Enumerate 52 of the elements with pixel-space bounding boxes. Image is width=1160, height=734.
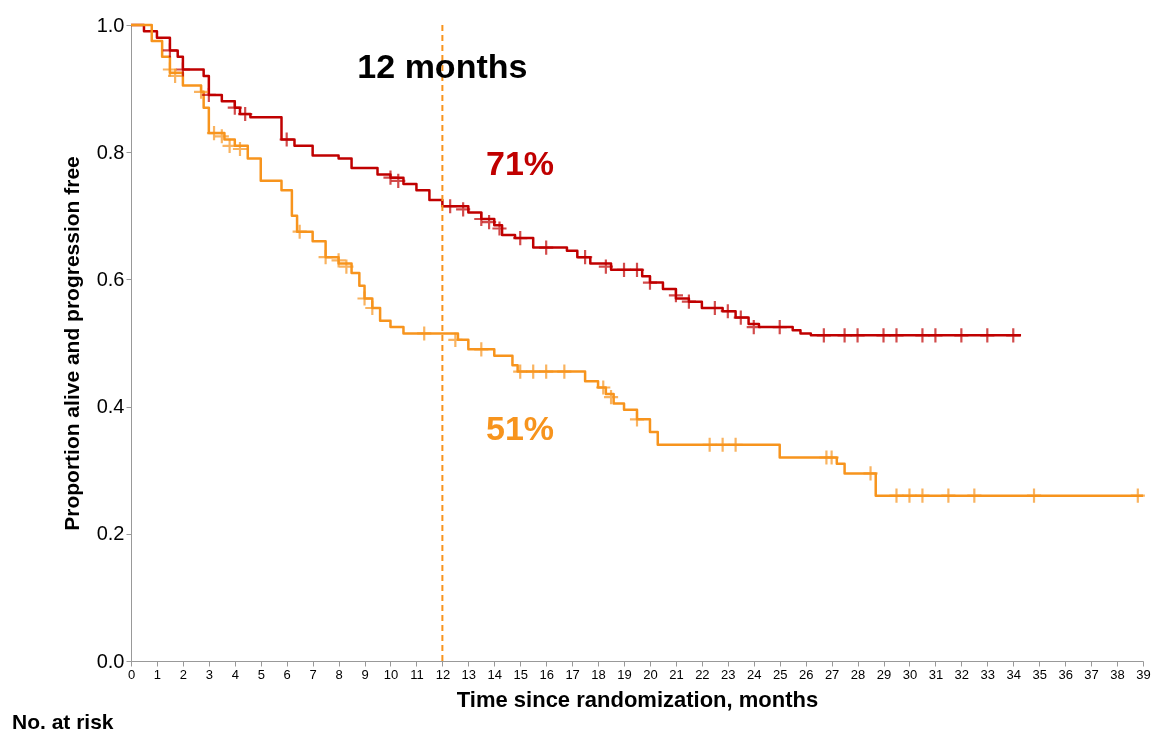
x-tick-label: 16 — [539, 666, 554, 682]
x-tick-label: 32 — [954, 666, 970, 682]
x-tick-label: 9 — [361, 666, 369, 682]
x-tick-label: 1 — [153, 666, 162, 682]
x-tick-label: 29 — [876, 666, 892, 682]
x-tick-label: 13 — [461, 666, 477, 682]
x-tick-label: 7 — [309, 666, 317, 682]
y-tick-label: 0.8 — [96, 140, 125, 163]
x-tick-label: 21 — [669, 666, 684, 682]
x-tick-label: 17 — [565, 666, 580, 682]
x-tick-label: 36 — [1058, 666, 1073, 682]
y-tick-label: 0.4 — [96, 395, 125, 418]
y-tick-label: 0.0 — [96, 649, 125, 672]
x-tick-label: 33 — [980, 666, 996, 682]
x-tick-label: 28 — [850, 666, 866, 682]
x-tick-label: 6 — [283, 666, 291, 682]
x-axis-title: Time since randomization, months — [456, 686, 819, 712]
y-tick-label: 0.6 — [96, 267, 125, 290]
x-tick-label: 38 — [1110, 666, 1125, 682]
x-tick-label: 31 — [928, 666, 944, 682]
x-tick-label: 3 — [205, 666, 213, 682]
x-tick-label: 26 — [798, 666, 814, 682]
annotation: 71% — [486, 144, 555, 182]
x-tick-label: 20 — [643, 666, 658, 682]
y-tick-label: 0.2 — [96, 522, 125, 545]
x-tick-label: 22 — [695, 666, 710, 682]
x-tick-label: 18 — [591, 666, 606, 682]
x-tick-label: 10 — [383, 666, 399, 682]
x-tick-label: 5 — [257, 666, 265, 682]
x-tick-label: 15 — [513, 666, 528, 682]
annotation: 51% — [486, 409, 555, 447]
x-tick-label: 23 — [721, 666, 736, 682]
x-tick-label: 0 — [127, 666, 136, 682]
x-tick-label: 34 — [1006, 666, 1021, 682]
x-tick-label: 12 — [435, 666, 451, 682]
x-tick-label: 2 — [179, 666, 188, 682]
x-tick-label: 24 — [747, 666, 762, 682]
ref-line-label: 12 months — [357, 47, 528, 85]
x-tick-label: 19 — [617, 666, 632, 682]
x-tick-label: 35 — [1032, 666, 1047, 682]
x-tick-label: 8 — [335, 666, 343, 682]
y-tick-label: 1.0 — [96, 13, 125, 36]
x-tick-label: 14 — [487, 666, 503, 682]
y-axis-title: Proportion alive and progression free — [59, 156, 83, 531]
text: No. at risk — [12, 710, 114, 733]
x-tick-label: 25 — [772, 666, 788, 682]
x-tick-label: 30 — [902, 666, 918, 682]
x-tick-label: 11 — [410, 666, 424, 682]
x-tick-label: 39 — [1136, 666, 1151, 682]
x-tick-label: 37 — [1084, 666, 1099, 682]
x-tick-label: 27 — [824, 666, 840, 682]
x-tick-label: 4 — [231, 666, 239, 682]
